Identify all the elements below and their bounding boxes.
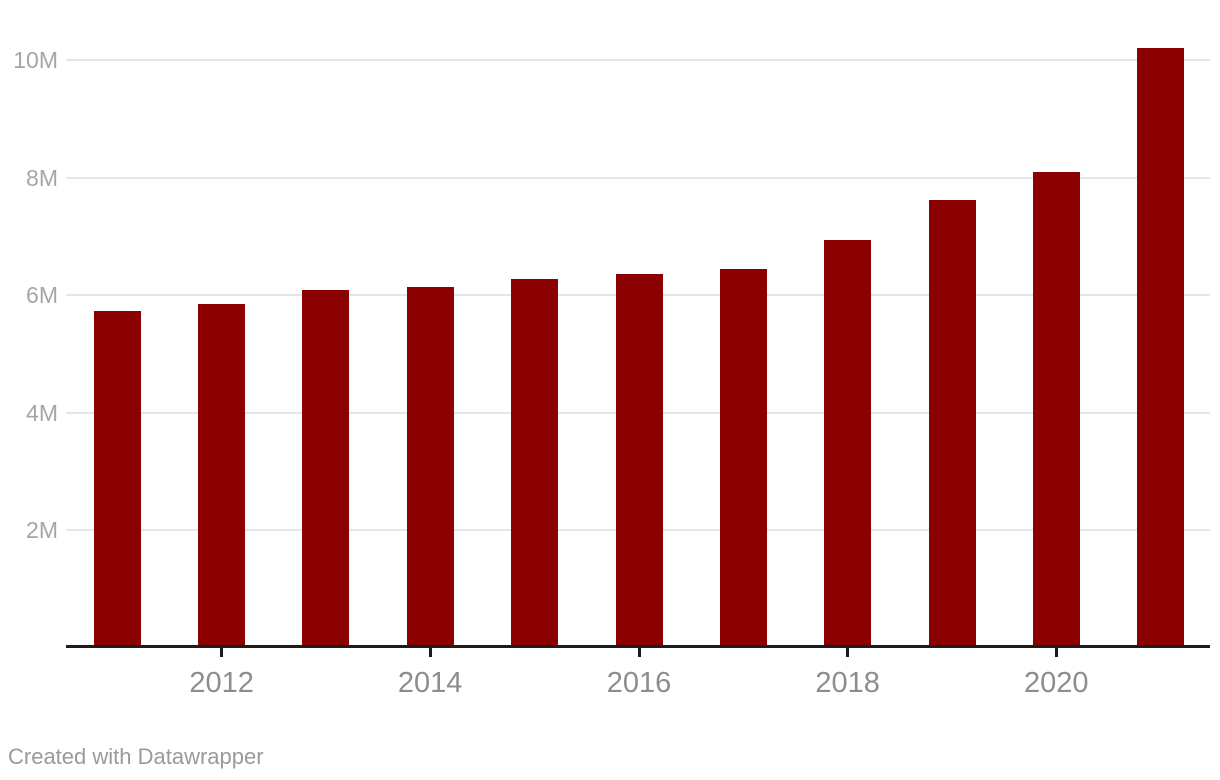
bar-2016 [615,274,663,648]
bar-2019 [928,200,976,648]
bar-2011 [93,310,141,648]
bar-2021 [1137,47,1185,648]
bar-2013 [302,290,350,648]
x-axis-tick-2016 [637,647,641,657]
x-axis-tick-2012 [220,647,224,657]
bar-2018 [824,239,872,648]
y-axis-label-8M: 8M [26,164,58,191]
x-axis-tick-2018 [846,647,850,657]
bar-2015 [511,279,559,648]
x-axis-tick-2014 [428,647,432,657]
x-axis-label-2012: 2012 [189,667,254,699]
x-axis-label-2016: 2016 [606,667,672,699]
x-axis-label-2018: 2018 [815,667,880,699]
y-axis-label-2M: 2M [26,517,58,543]
y-axis-label-6M: 6M [26,282,58,308]
gridline-8M [66,176,1210,179]
x-axis-tick-2020 [1054,647,1058,657]
y-axis-label-4M: 4M [26,399,58,426]
bar-2012 [198,304,246,648]
bar-2017 [719,268,767,648]
x-axis-line [66,645,1210,648]
datawrapper-credit-link[interactable]: Created with Datawrapper [8,744,264,769]
x-axis-label-2020: 2020 [1024,667,1089,699]
bar-2020 [1032,171,1080,648]
gridline-10M [66,59,1210,61]
bar-2014 [406,287,454,648]
y-axis-label-10M: 10M [13,47,58,73]
x-axis-label-2014: 2014 [397,667,463,699]
